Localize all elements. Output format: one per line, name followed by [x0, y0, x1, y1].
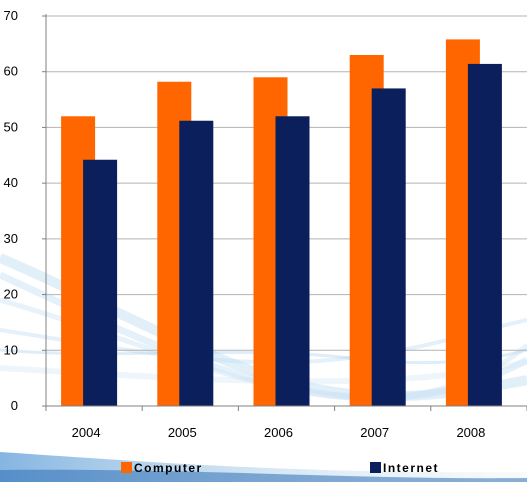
bar-internet-2008	[467, 63, 502, 407]
y-tick-labels: 0 10 20 30 40 50 60 70	[4, 8, 18, 413]
x-tick-label-2006: 2006	[264, 425, 293, 440]
legend-label-internet: Internet	[383, 461, 439, 475]
bar-internet-2006	[275, 116, 310, 407]
bar-internet-2004	[83, 159, 118, 406]
x-tick-label-2007: 2007	[360, 425, 389, 440]
bar-internet-2005	[179, 120, 214, 406]
x-tick-label-2004: 2004	[72, 425, 101, 440]
y-tick-label-70: 70	[4, 8, 18, 23]
y-tick-label-20: 20	[4, 287, 18, 302]
y-tick-label-10: 10	[4, 342, 18, 357]
legend-swatch-computer	[121, 462, 132, 473]
bar-internet-2007	[371, 88, 406, 406]
axes	[42, 14, 527, 411]
y-tick-label-50: 50	[4, 119, 18, 134]
legend-swatch-internet	[370, 462, 381, 473]
y-tick-label-30: 30	[4, 231, 18, 246]
y-tick-label-0: 0	[11, 398, 18, 413]
legend-label-computer: Computer	[134, 461, 203, 475]
bars	[61, 39, 502, 407]
x-tick-label-2008: 2008	[456, 425, 485, 440]
legend: Computer Internet	[121, 461, 439, 475]
x-tick-label-2005: 2005	[168, 425, 197, 440]
x-tick-labels: 2004 2005 2006 2007 2008	[72, 425, 486, 440]
y-tick-label-40: 40	[4, 175, 18, 190]
y-tick-label-60: 60	[4, 64, 18, 79]
